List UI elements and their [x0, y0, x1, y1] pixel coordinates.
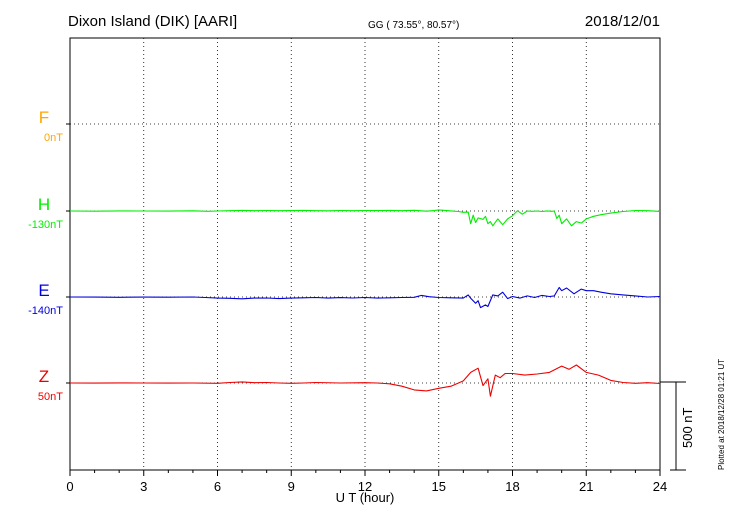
- channel-name-z: Z: [39, 367, 49, 386]
- x-tick-label-12: 12: [358, 479, 372, 494]
- x-tick-label-6: 6: [214, 479, 221, 494]
- x-tick-label-15: 15: [432, 479, 446, 494]
- scale-bar-label: 500 nT: [680, 407, 695, 448]
- x-tick-label-9: 9: [288, 479, 295, 494]
- x-tick-label-18: 18: [505, 479, 519, 494]
- trace-e: [69, 286, 661, 309]
- channel-offset-f: 0nT: [44, 132, 63, 144]
- channel-labels: F 0nT H -130nT E -140nT Z 50nT: [28, 108, 63, 403]
- channel-offset-z: 50nT: [38, 391, 63, 403]
- channel-name-e: E: [38, 281, 49, 300]
- x-axis-label: U T (hour): [336, 490, 395, 505]
- plotted-note: Plotted at 2018/12/28 01:21 UT: [717, 359, 726, 470]
- x-axis-ticks: 0 3 6 9 12 15 18 21 24: [66, 123, 667, 494]
- trace-h: [69, 209, 661, 227]
- channel-offset-e: -140nT: [28, 305, 63, 317]
- scale-bar: [660, 381, 686, 471]
- x-tick-label-21: 21: [579, 479, 593, 494]
- x-tick-label-0: 0: [66, 479, 73, 494]
- trace-z: [69, 364, 661, 397]
- x-tick-label-3: 3: [140, 479, 147, 494]
- channel-name-h: H: [38, 195, 50, 214]
- channel-offset-h: -130nT: [28, 219, 63, 231]
- x-tick-label-24: 24: [653, 479, 667, 494]
- data-traces: [69, 209, 661, 397]
- coordinates-label: GG ( 73.55°, 80.57°): [368, 20, 459, 31]
- date-label: 2018/12/01: [585, 13, 660, 30]
- station-title: Dixon Island (DIK) [AARI]: [68, 13, 237, 30]
- grid-lines: [143, 38, 587, 470]
- channel-name-f: F: [39, 108, 49, 127]
